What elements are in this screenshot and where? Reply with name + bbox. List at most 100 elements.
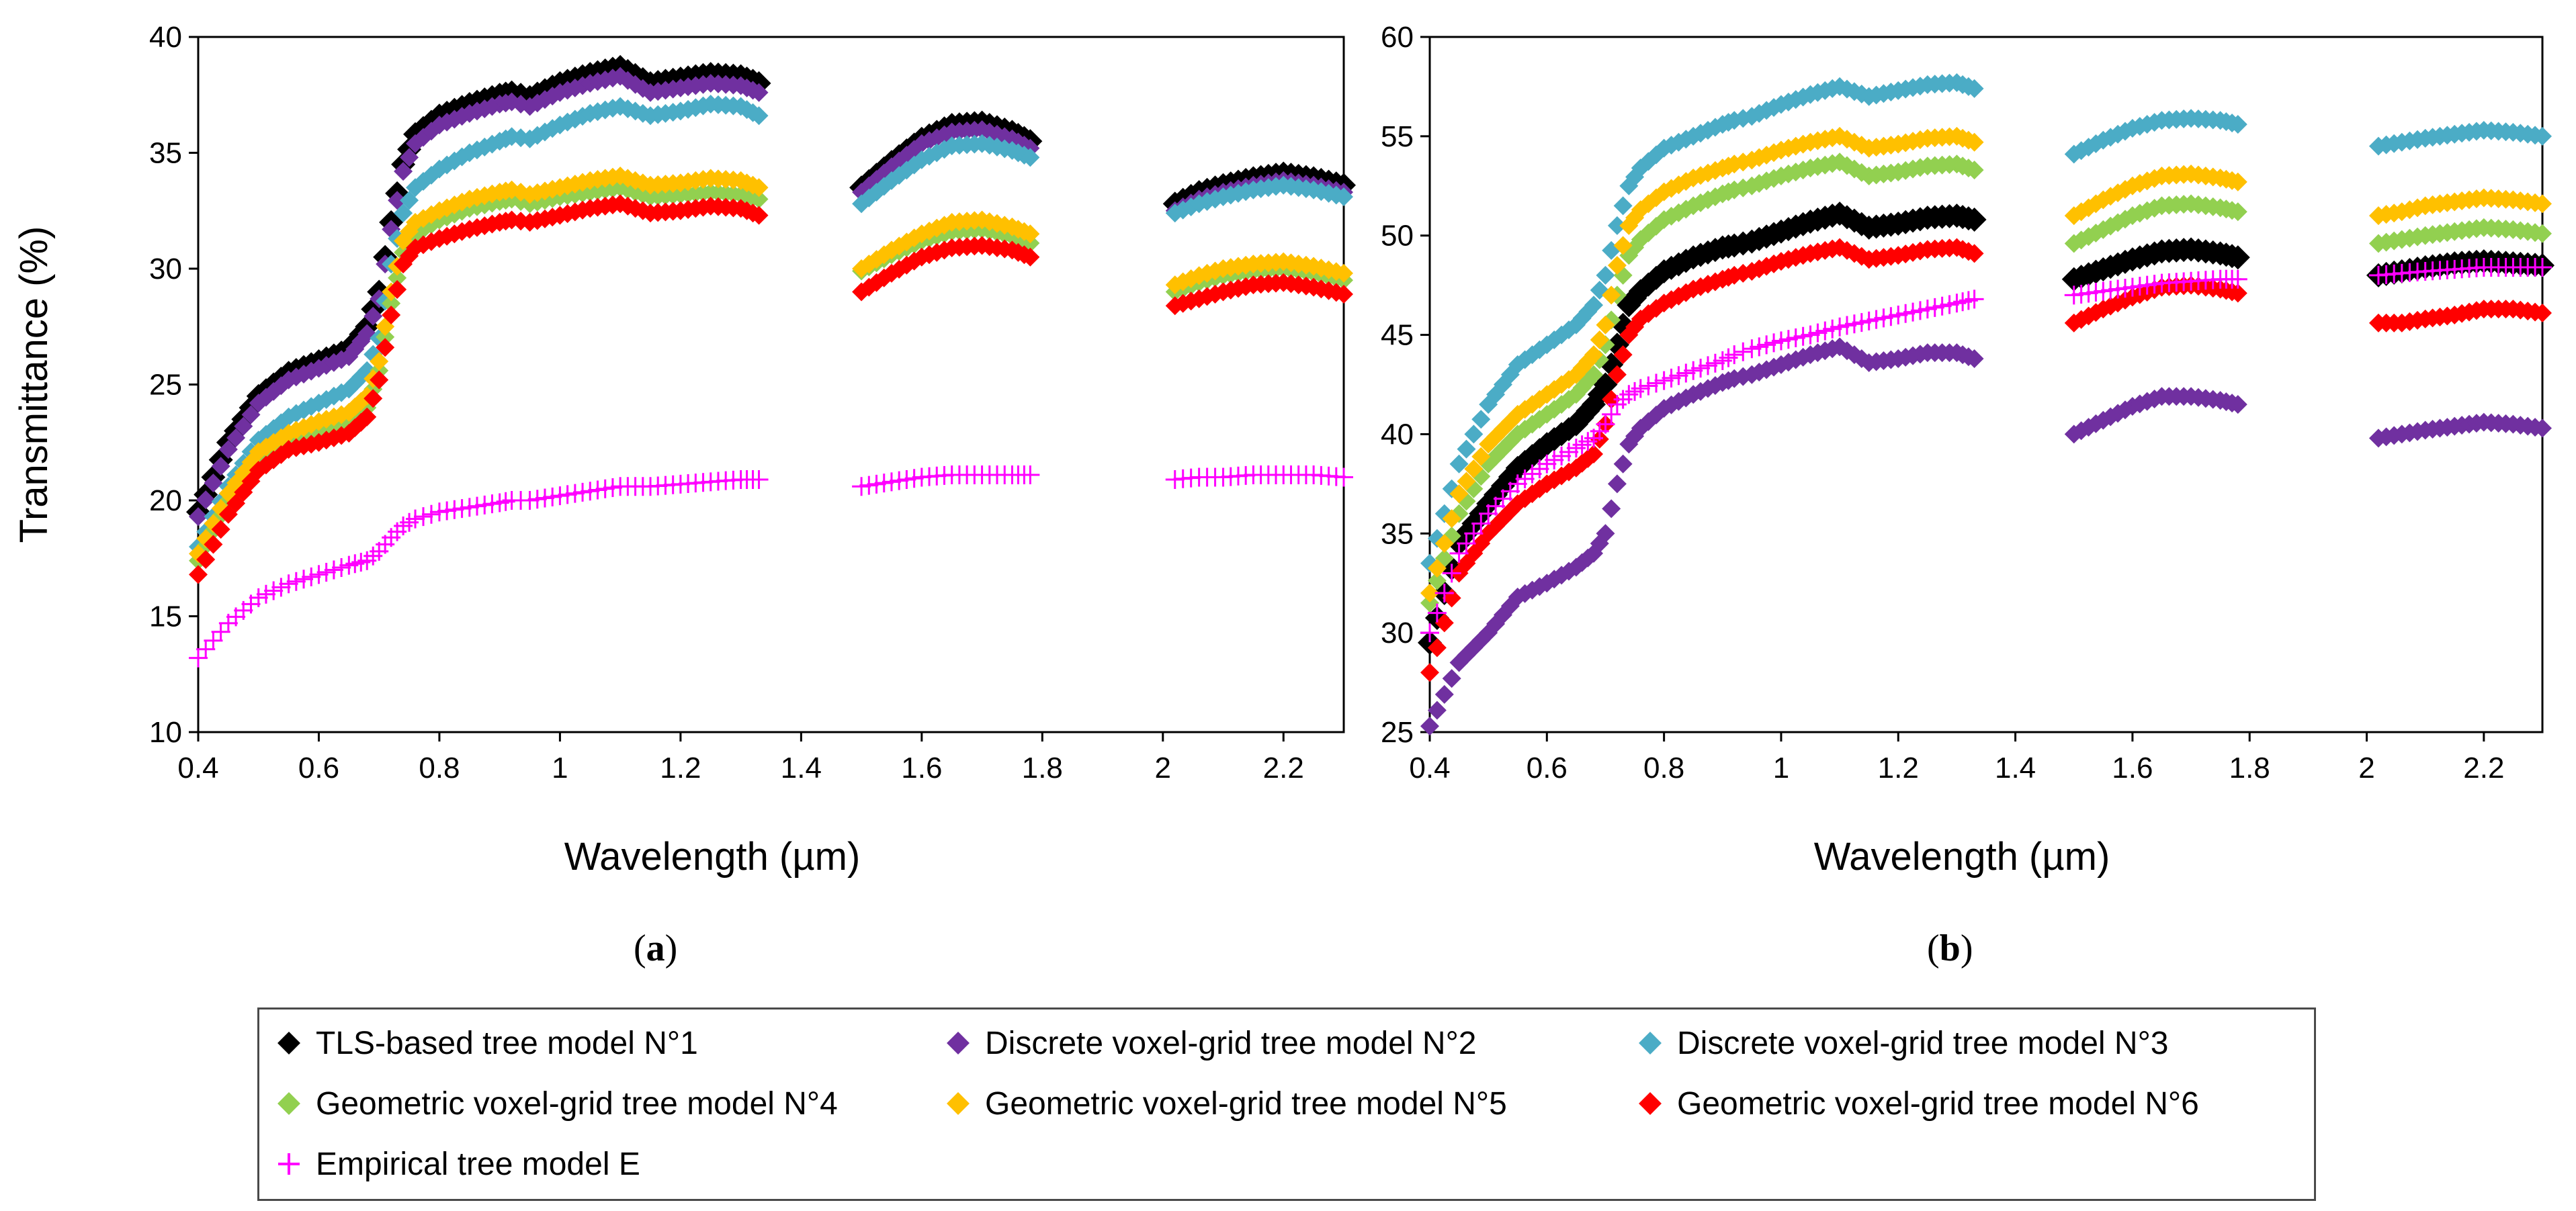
x-tick-label: 1.2 bbox=[660, 752, 701, 784]
data-point bbox=[2533, 304, 2552, 323]
legend-item-s1: TLS-based tree model N°1 bbox=[269, 1022, 698, 1065]
legend-label: Geometric voxel-grid tree model N°4 bbox=[316, 1085, 838, 1122]
data-point bbox=[1457, 472, 1476, 491]
data-point bbox=[1449, 484, 1469, 504]
data-point bbox=[414, 507, 433, 527]
data-point bbox=[1021, 247, 1040, 267]
data-point bbox=[1449, 543, 1469, 563]
data-point bbox=[1662, 368, 1681, 388]
y-tick-label: 60 bbox=[1381, 21, 1414, 54]
series-7 bbox=[189, 465, 1353, 668]
data-point bbox=[1607, 256, 1627, 275]
data-point bbox=[370, 370, 389, 390]
data-point bbox=[1537, 454, 1557, 474]
data-point bbox=[1021, 148, 1040, 167]
data-point bbox=[1427, 701, 1447, 720]
data-point bbox=[1733, 342, 1753, 361]
data-point bbox=[2225, 245, 2250, 270]
data-point bbox=[1508, 474, 1527, 494]
data-point bbox=[1427, 603, 1447, 623]
x-axis-label: Wavelength (µm) bbox=[564, 835, 861, 879]
panel-b-caption: (b) bbox=[1927, 928, 1973, 969]
data-point bbox=[1801, 325, 1820, 345]
data-point bbox=[603, 478, 622, 498]
x-tick-label: 1.6 bbox=[2112, 752, 2153, 784]
diamond-icon bbox=[938, 1023, 978, 1063]
data-point bbox=[1852, 313, 1871, 332]
diamond-icon bbox=[269, 1023, 309, 1063]
x-tick-label: 1 bbox=[552, 752, 568, 784]
legend-item-s4: Geometric voxel-grid tree model N°4 bbox=[269, 1082, 838, 1125]
data-point bbox=[1965, 161, 1984, 180]
data-point bbox=[189, 648, 208, 668]
data-point bbox=[1940, 295, 1959, 314]
data-point bbox=[897, 469, 916, 489]
series-5 bbox=[1420, 126, 2552, 602]
data-point bbox=[1866, 310, 1886, 329]
data-point bbox=[1457, 534, 1476, 553]
y-tick-label: 55 bbox=[1381, 120, 1414, 153]
x-tick-label: 2.2 bbox=[1263, 752, 1304, 784]
data-point bbox=[565, 484, 585, 503]
data-point bbox=[1918, 300, 1937, 319]
data-point bbox=[1471, 514, 1491, 533]
data-point bbox=[271, 578, 291, 597]
data-point bbox=[1654, 371, 1674, 390]
data-point bbox=[196, 549, 216, 569]
x-tick-label: 0.6 bbox=[298, 752, 339, 784]
data-point bbox=[1607, 365, 1627, 384]
x-tick-label: 0.6 bbox=[1527, 752, 1568, 784]
legend-item-s2: Discrete voxel-grid tree model N°2 bbox=[938, 1022, 1476, 1065]
data-point bbox=[1464, 424, 1484, 444]
data-point bbox=[527, 490, 547, 509]
data-point bbox=[204, 474, 223, 493]
y-tick-label: 35 bbox=[149, 137, 182, 170]
data-point bbox=[382, 306, 401, 324]
data-point bbox=[211, 457, 230, 476]
data-point bbox=[1552, 446, 1572, 465]
panel-a-letter: a bbox=[646, 928, 665, 969]
data-point bbox=[2228, 172, 2247, 191]
panel-a-caption: (a) bbox=[634, 928, 678, 969]
data-point bbox=[302, 567, 321, 586]
legend-item-s5: Geometric voxel-grid tree model N°5 bbox=[938, 1082, 1507, 1125]
data-point bbox=[1021, 224, 1040, 244]
data-point bbox=[1808, 323, 1828, 343]
data-point bbox=[852, 477, 871, 496]
y-tick-label: 30 bbox=[149, 253, 182, 285]
data-point bbox=[1442, 564, 1461, 583]
data-point bbox=[1786, 328, 1805, 348]
data-point bbox=[394, 162, 413, 181]
data-point bbox=[406, 509, 425, 529]
data-point bbox=[1584, 345, 1604, 365]
data-point bbox=[1500, 482, 1520, 501]
x-tick-label: 0.4 bbox=[1409, 752, 1450, 784]
data-point bbox=[1631, 379, 1650, 398]
y-tick-label: 45 bbox=[1381, 319, 1414, 352]
legend-item-sE: Empirical tree model E bbox=[269, 1142, 640, 1185]
x-tick-label: 0.4 bbox=[177, 752, 218, 784]
data-point bbox=[309, 565, 329, 584]
data-point bbox=[520, 491, 540, 510]
data-point bbox=[1750, 337, 1769, 357]
data-point bbox=[475, 495, 495, 514]
data-point bbox=[1457, 439, 1476, 459]
x-axis-label: Wavelength (µm) bbox=[1814, 835, 2110, 879]
data-point bbox=[1021, 465, 1040, 485]
data-point bbox=[1442, 669, 1461, 688]
data-point bbox=[1427, 638, 1447, 658]
legend-label: TLS-based tree model N°1 bbox=[316, 1025, 698, 1061]
data-point bbox=[581, 482, 600, 501]
x-tick-label: 1.2 bbox=[1878, 752, 1919, 784]
y-tick-label: 20 bbox=[149, 484, 182, 517]
data-point bbox=[1903, 302, 1923, 322]
data-point bbox=[218, 440, 238, 459]
data-point bbox=[1669, 366, 1688, 386]
data-point bbox=[437, 501, 457, 521]
data-point bbox=[1596, 414, 1615, 434]
legend-label: Geometric voxel-grid tree model N°5 bbox=[985, 1085, 1507, 1122]
data-point bbox=[1434, 534, 1454, 553]
data-point bbox=[2533, 194, 2552, 214]
data-point bbox=[1464, 459, 1484, 479]
data-point bbox=[1596, 265, 1615, 285]
